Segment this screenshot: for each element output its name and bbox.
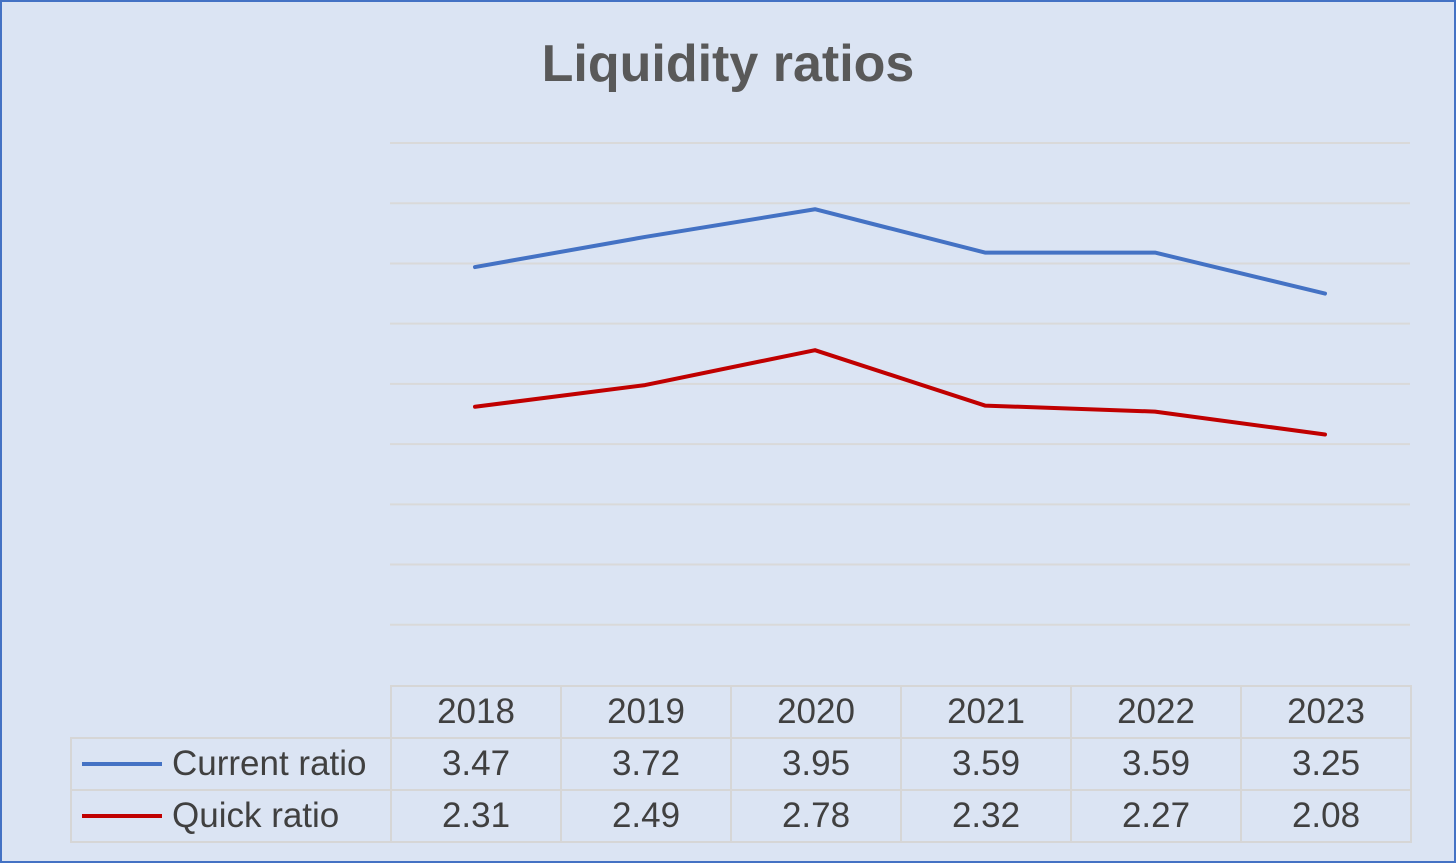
data-value-cell: 3.25 [1240, 737, 1412, 791]
x-tick-label: 2023 [1240, 685, 1412, 739]
legend-label: Quick ratio [172, 796, 340, 835]
legend-entry: Quick ratio [70, 789, 392, 843]
legend-swatch [82, 762, 162, 766]
data-value-cell: 3.95 [730, 737, 902, 791]
legend-swatch [82, 814, 162, 818]
x-tick-label: 2022 [1070, 685, 1242, 739]
legend-label: Current ratio [172, 744, 367, 783]
x-tick-label: 2019 [560, 685, 732, 739]
legend-entry: Current ratio [70, 737, 392, 791]
x-tick-label: 2018 [390, 685, 562, 739]
data-value-cell: 3.72 [560, 737, 732, 791]
data-value-cell: 3.59 [1070, 737, 1242, 791]
data-value-cell: 2.08 [1240, 789, 1412, 843]
chart-title: Liquidity ratios [541, 35, 915, 93]
series-line-quick-ratio [473, 348, 1327, 437]
data-value-cell: 2.32 [900, 789, 1072, 843]
data-value-cell: 2.27 [1070, 789, 1242, 843]
data-value-cell: 2.31 [390, 789, 562, 843]
series-line-current-ratio [473, 207, 1327, 296]
x-tick-label: 2020 [730, 685, 902, 739]
x-tick-label: 2021 [900, 685, 1072, 739]
data-value-cell: 3.47 [390, 737, 562, 791]
data-value-cell: 3.59 [900, 737, 1072, 791]
data-value-cell: 2.78 [730, 789, 902, 843]
data-value-cell: 2.49 [560, 789, 732, 843]
